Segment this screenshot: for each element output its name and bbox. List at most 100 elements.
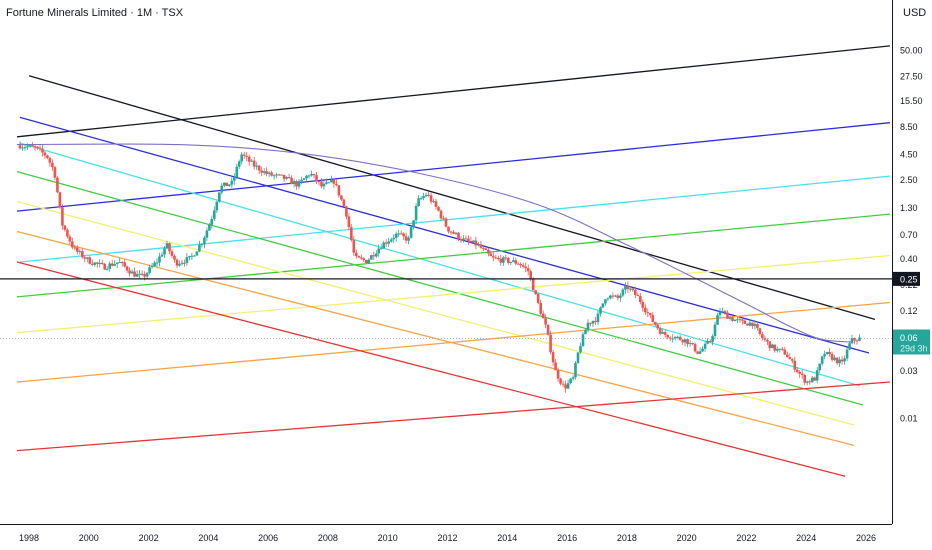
trendline-1[interactable] — [16, 45, 890, 138]
candle — [661, 328, 664, 334]
candle — [649, 312, 652, 319]
candle — [731, 315, 734, 322]
candle — [479, 241, 483, 249]
candle — [629, 286, 632, 292]
last-price-badge[interactable] — [893, 329, 930, 355]
candle — [544, 314, 547, 328]
candle-body — [38, 147, 42, 149]
candle-body — [489, 253, 493, 257]
trendline-9[interactable] — [16, 254, 890, 334]
candle — [693, 342, 697, 353]
trendline-6[interactable] — [16, 170, 864, 406]
candle — [96, 261, 99, 268]
candle — [307, 174, 311, 179]
x-tick-label-4: 2006 — [258, 533, 278, 543]
trendline-3[interactable] — [16, 122, 890, 212]
candle-body — [300, 179, 303, 182]
candle-body — [858, 337, 861, 341]
candle — [751, 322, 754, 329]
candle-body — [611, 295, 615, 297]
candle — [225, 182, 229, 186]
trendline-13[interactable] — [16, 381, 890, 452]
candle-body — [800, 373, 804, 375]
candle — [569, 378, 572, 385]
level-badge[interactable] — [893, 271, 920, 286]
arc-layer — [16, 143, 852, 343]
candle-body — [708, 341, 712, 342]
candle — [703, 340, 707, 352]
candle — [686, 338, 689, 348]
candle — [800, 369, 804, 379]
candle — [452, 230, 455, 235]
candle-body — [173, 255, 176, 260]
candle — [771, 343, 774, 349]
candle-body — [399, 233, 403, 235]
candle — [663, 329, 667, 338]
candle-body — [414, 206, 418, 221]
candle — [509, 261, 513, 266]
candle — [773, 344, 777, 353]
candle-body — [738, 319, 742, 321]
candle-body — [629, 288, 632, 290]
candle-body — [444, 218, 448, 227]
candle-body — [477, 244, 480, 246]
candle — [718, 307, 722, 318]
trendline-12[interactable] — [16, 261, 846, 477]
candle-body — [786, 354, 789, 358]
candle-body — [549, 334, 552, 353]
candle — [98, 259, 101, 268]
candle-body — [462, 238, 465, 241]
candle-body — [472, 240, 475, 243]
candle — [66, 228, 69, 239]
candle-body — [519, 264, 522, 266]
candle-body — [746, 323, 749, 326]
candle — [168, 242, 171, 255]
candle-body — [604, 299, 607, 304]
candle — [270, 170, 273, 177]
candle — [105, 266, 109, 271]
trendline-11[interactable] — [16, 301, 890, 383]
candle-body — [845, 349, 849, 359]
candle-body — [671, 338, 674, 340]
candle — [788, 353, 792, 360]
candle — [783, 346, 787, 355]
candle-body — [170, 251, 174, 256]
candle-body — [457, 232, 460, 239]
candle — [280, 174, 283, 176]
candle — [549, 330, 552, 355]
trendline-5[interactable] — [19, 175, 890, 263]
candle — [781, 346, 784, 352]
currency-label[interactable]: USD — [903, 7, 927, 19]
candle — [230, 177, 234, 188]
y-tick-label-2: 15.50 — [900, 96, 923, 106]
candle — [746, 323, 749, 326]
candle — [128, 267, 131, 277]
candle — [564, 380, 567, 393]
candle — [738, 316, 742, 323]
candle-body — [706, 341, 709, 344]
candle — [260, 166, 263, 177]
candle — [589, 322, 592, 327]
candle — [292, 178, 296, 188]
trendline-2[interactable] — [19, 116, 870, 354]
trendline-8[interactable] — [16, 200, 855, 426]
candle — [287, 174, 291, 179]
arc-curve[interactable] — [16, 143, 852, 343]
candle — [175, 258, 179, 268]
last-price-label: 0.06 — [900, 333, 918, 343]
candle-body — [728, 317, 732, 319]
candle-body — [591, 320, 595, 324]
candle — [753, 320, 757, 330]
candle-body — [509, 261, 513, 263]
candle-body — [394, 233, 398, 238]
trendline-4[interactable] — [19, 142, 861, 387]
candle-body — [325, 182, 328, 184]
candle-body — [218, 192, 221, 202]
trendline-7[interactable] — [16, 213, 890, 298]
candle-body — [494, 257, 498, 259]
candle-body — [168, 243, 171, 252]
candle-body — [31, 145, 34, 147]
